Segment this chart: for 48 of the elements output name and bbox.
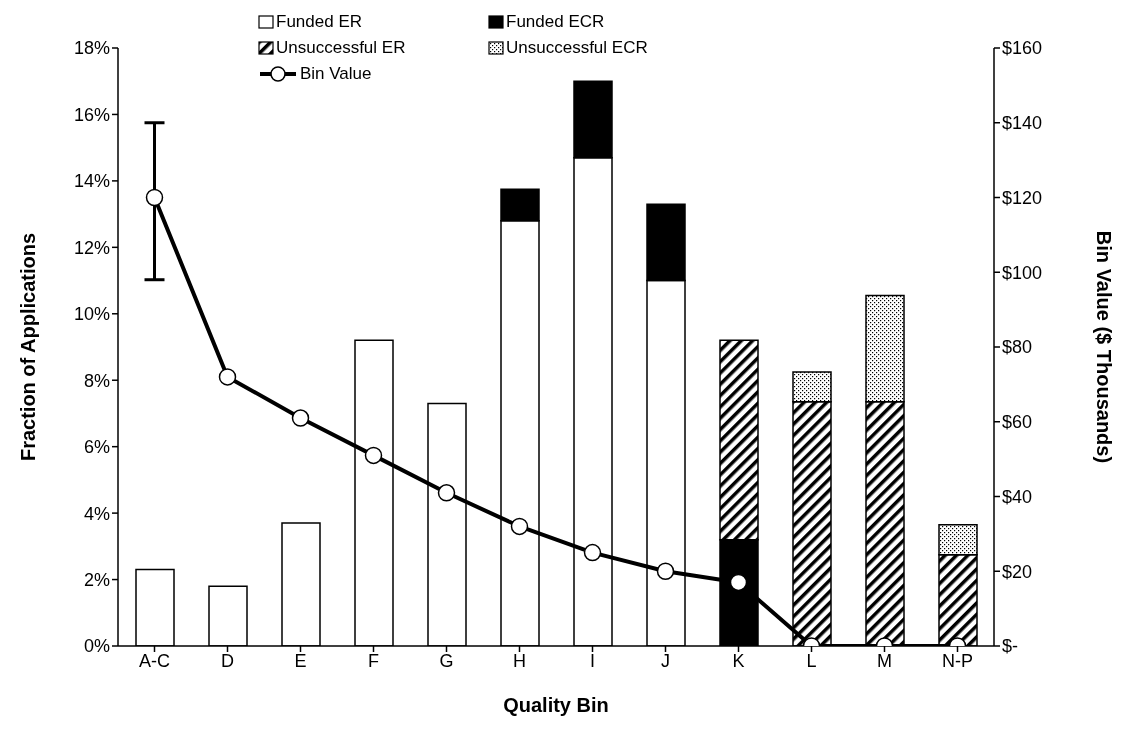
y2-tick-label: $- [1002,636,1019,657]
y2-tick-label: $160 [1002,38,1043,59]
x-tick-label: N-P [942,650,973,671]
y2-tick-label: $80 [1002,337,1033,358]
point [364,446,383,465]
y2-axis-title: Bin Value ($ Thousands) [1092,230,1115,464]
y-tick-label: 14% [73,171,110,192]
y-tick-label: 8% [83,370,110,391]
point [145,188,164,207]
y-tick-label: 2% [83,569,110,590]
y-tick-label: 0% [83,636,110,657]
y-tick-label: 4% [83,503,110,524]
point [510,517,529,536]
y2-tick-label: $40 [1002,486,1033,507]
x-tick-label: A-C [139,650,170,671]
legend-label: Bin Value [300,64,372,84]
x-tick-label: L [806,650,817,671]
y-tick-label: 6% [83,437,110,458]
y-tick-label: 12% [73,237,110,258]
legend-label: Unsuccessful ER [276,38,406,58]
y-axis-title: Fraction of Applications [17,232,40,462]
point [218,368,237,386]
x-tick-label: K [732,650,745,671]
x-tick-label: F [368,650,379,671]
x-tick-label: G [439,650,454,671]
x-axis-title: Quality Bin [503,694,609,716]
y2-tick-label: $100 [1002,262,1043,283]
x-tick-label: M [877,650,892,671]
y-tick-label: 10% [73,304,110,325]
y2-tick-label: $20 [1002,561,1033,582]
point [729,573,748,592]
y-tick-label: 18% [73,38,110,59]
legend-label: Funded ER [276,12,362,32]
legend-label: Funded ECR [506,12,605,32]
legend-label: Unsuccessful ECR [506,38,648,58]
point [583,543,602,562]
point [291,409,310,427]
point [437,484,456,502]
x-tick-label: D [221,650,234,671]
x-tick-label: J [661,650,670,671]
x-tick-label: E [294,650,307,671]
x-tick-label: H [513,650,526,671]
point [656,562,675,580]
y2-tick-label: $120 [1002,187,1043,208]
y2-tick-label: $60 [1002,412,1033,433]
x-tick-label: I [589,650,596,671]
y2-tick-label: $140 [1002,113,1043,134]
y-tick-label: 16% [73,104,110,125]
